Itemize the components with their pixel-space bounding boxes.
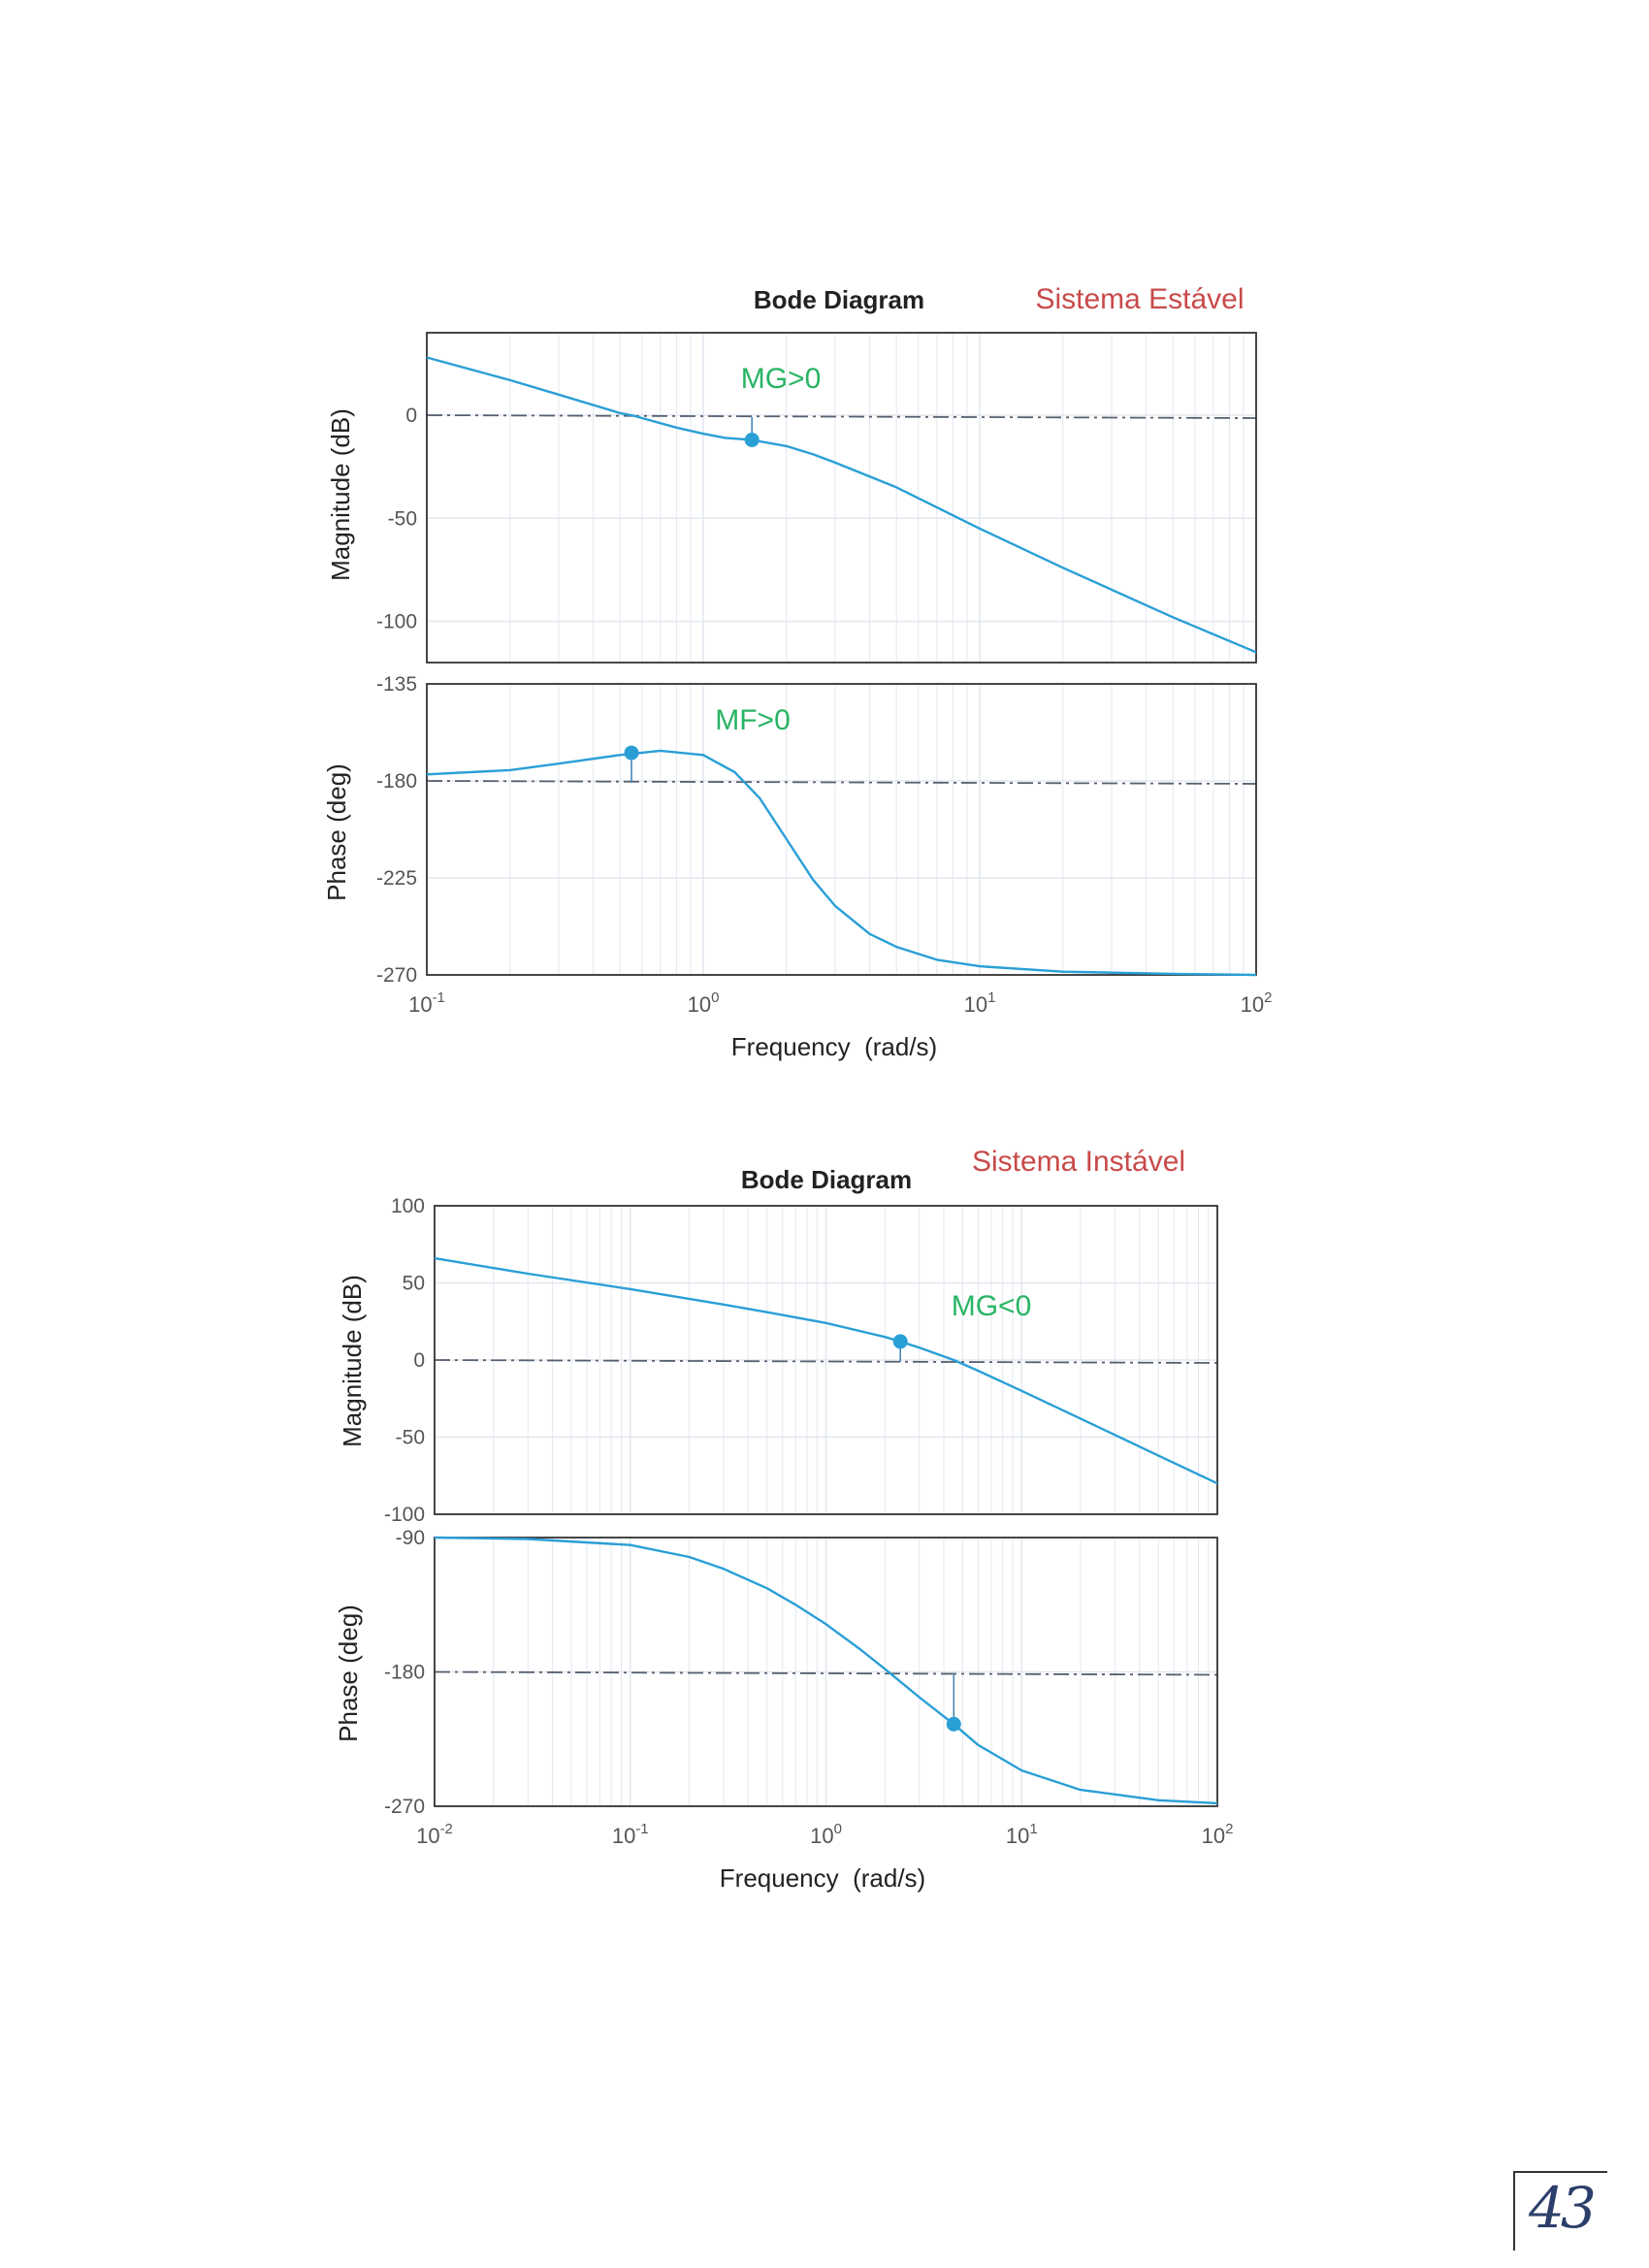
page-number: 43 <box>1529 2175 1597 2241</box>
y-tick-label: -50 <box>396 1427 425 1449</box>
y-tick-label: -270 <box>384 1796 425 1818</box>
stability-annotation: Sistema Instável <box>972 1146 1185 1178</box>
y-tick-label: -90 <box>396 1527 425 1549</box>
y-tick-label: -50 <box>388 507 417 530</box>
y-tick-label: -180 <box>376 770 417 793</box>
y-tick-label: -270 <box>376 964 417 987</box>
margin-marker <box>624 745 639 761</box>
reference-line <box>434 1670 1218 1676</box>
plot-frame <box>426 332 1257 664</box>
x-tick-label: 101 <box>964 989 996 1017</box>
margin-marker <box>946 1716 961 1732</box>
x-tick-label: 102 <box>1241 989 1273 1017</box>
series-line <box>434 1536 1218 1805</box>
bode-diagram-unstable: Bode Diagram Sistema Instável 100 50 0 -50 -… <box>334 1146 1233 1893</box>
x-tick-label: 10-2 <box>416 1821 453 1848</box>
series-line <box>426 356 1257 654</box>
plot-frame <box>426 683 1257 976</box>
magnitude-plot: 0 -50 -100 <box>376 332 1257 664</box>
y-tick-label: -100 <box>376 611 417 633</box>
y-tick-label: 0 <box>405 405 417 427</box>
y-tick-label: 50 <box>403 1273 425 1295</box>
frequency-axis-label: Frequency (rad/s) <box>720 1863 925 1893</box>
y-tick-label: -180 <box>384 1662 425 1684</box>
margin-label-mg: MG<0 <box>952 1290 1032 1322</box>
y-tick-label: 0 <box>413 1349 425 1372</box>
series-line <box>426 749 1257 977</box>
reference-line <box>434 1359 1218 1364</box>
x-tick-label: 10-1 <box>408 989 445 1017</box>
y-tick-label: -100 <box>384 1504 425 1526</box>
x-tick-label: 10-1 <box>612 1821 649 1848</box>
y-tick-label: -135 <box>376 673 417 696</box>
frequency-axis-label: Frequency (rad/s) <box>731 1032 937 1061</box>
reference-line <box>426 780 1257 785</box>
margin-marker <box>892 1334 908 1349</box>
magnitude-plot: 100 50 0 -50 -100 <box>384 1195 1218 1526</box>
x-tick-label: 100 <box>810 1821 842 1848</box>
chart-title: Bode Diagram <box>754 285 924 314</box>
x-tick-label: 102 <box>1202 1821 1234 1848</box>
x-tick-label: 100 <box>688 989 720 1017</box>
x-tick-label: 101 <box>1006 1821 1038 1848</box>
y-tick-label: 100 <box>391 1195 425 1217</box>
phase-plot: -90 -180 -270 10-2 10-1 100 101 102 <box>384 1527 1233 1848</box>
magnitude-axis-label: Magnitude (dB) <box>338 1275 367 1447</box>
margin-label-mg: MG>0 <box>741 363 822 395</box>
y-tick-label: -225 <box>376 867 417 890</box>
page-number-box: 43 <box>1513 2171 1607 2251</box>
plot-frame <box>434 1537 1218 1807</box>
phase-axis-label: Phase (deg) <box>334 1604 363 1742</box>
magnitude-axis-label: Magnitude (dB) <box>326 408 355 581</box>
margin-marker <box>744 433 760 447</box>
bode-diagram-stable: Bode Diagram Sistema Estável 0 -50 -100 Ma… <box>322 283 1272 1061</box>
stability-annotation: Sistema Estável <box>1035 283 1244 315</box>
plot-frame <box>434 1205 1218 1515</box>
chart-title: Bode Diagram <box>741 1165 912 1194</box>
phase-axis-label: Phase (deg) <box>322 763 351 901</box>
margin-label-mf: MF>0 <box>715 704 791 736</box>
reference-line <box>426 414 1257 419</box>
